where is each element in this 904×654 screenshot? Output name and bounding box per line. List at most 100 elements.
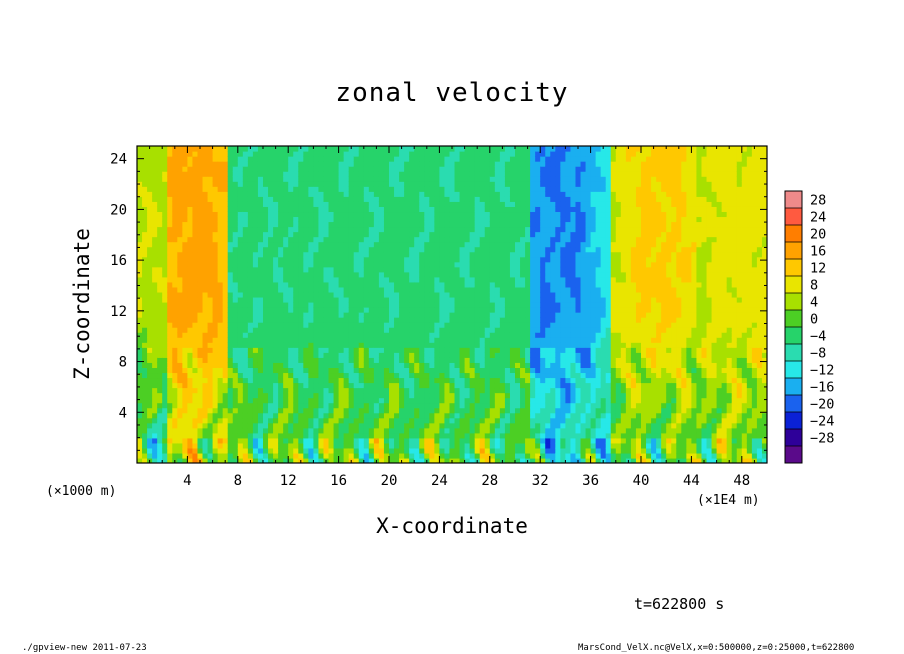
heatmap-cell: [358, 261, 365, 268]
heatmap-cell: [222, 407, 229, 414]
heatmap-cell: [489, 181, 496, 187]
heatmap-cell: [167, 452, 173, 459]
heatmap-cell: [152, 352, 158, 358]
heatmap-cell: [257, 357, 264, 363]
heatmap-cell: [489, 317, 496, 323]
heatmap-cell: [504, 161, 511, 167]
heatmap-cell: [288, 221, 294, 228]
heatmap-cell: [479, 171, 486, 177]
heatmap-cell: [419, 226, 425, 233]
heatmap-cell: [499, 357, 506, 363]
heatmap-cell: [449, 256, 456, 263]
heatmap-cell: [348, 377, 355, 384]
heatmap-cell: [333, 181, 340, 187]
heatmap-cell: [409, 332, 415, 338]
heatmap-cell: [257, 362, 264, 368]
heatmap-cell: [449, 452, 456, 459]
heatmap-cell: [394, 181, 400, 187]
heatmap-cell: [192, 266, 199, 273]
heatmap-cell: [449, 427, 456, 434]
heatmap-cell: [192, 327, 199, 333]
heatmap-cell: [338, 392, 345, 399]
heatmap-cell: [318, 362, 325, 368]
heatmap-cell: [520, 196, 526, 202]
heatmap-cell: [303, 201, 309, 207]
heatmap-cell: [484, 332, 491, 338]
heatmap-cell: [313, 427, 320, 434]
heatmap-cell: [313, 226, 320, 233]
heatmap-cell: [444, 402, 451, 409]
heatmap-cell: [535, 367, 541, 374]
heatmap-cell: [227, 417, 234, 424]
heatmap-cell: [278, 442, 284, 449]
heatmap-cell: [137, 216, 143, 223]
heatmap-cell: [504, 241, 511, 248]
heatmap-cell: [152, 216, 158, 223]
heatmap-cell: [389, 216, 395, 223]
heatmap-cell: [212, 231, 219, 238]
heatmap-cell: [318, 266, 325, 273]
heatmap-cell: [454, 457, 461, 463]
heatmap-cell: [187, 226, 194, 233]
heatmap-cell: [373, 447, 380, 454]
heatmap-cell: [383, 447, 390, 454]
heatmap-cell: [409, 327, 415, 333]
heatmap-cell: [358, 367, 365, 374]
heatmap-cell: [328, 176, 335, 182]
heatmap-cell: [283, 156, 289, 162]
heatmap-cell: [353, 392, 360, 399]
heatmap-cell: [419, 382, 425, 389]
heatmap-cell: [509, 432, 516, 439]
heatmap-cell: [449, 442, 456, 449]
heatmap-cell: [530, 352, 536, 358]
heatmap-cell: [263, 206, 269, 213]
heatmap-cell: [257, 231, 264, 238]
heatmap-cell: [499, 387, 506, 394]
heatmap-cell: [222, 397, 229, 404]
heatmap-cell: [283, 221, 289, 228]
heatmap-cell: [494, 241, 501, 248]
heatmap-cell: [353, 337, 360, 343]
heatmap-cell: [162, 146, 168, 152]
heatmap-cell: [167, 231, 173, 238]
heatmap-cell: [499, 231, 506, 238]
heatmap-cell: [207, 442, 214, 449]
heatmap-cell: [318, 347, 325, 353]
heatmap-cell: [383, 171, 390, 177]
heatmap-cell: [263, 211, 269, 218]
heatmap-cell: [459, 186, 466, 192]
heatmap-cell: [318, 352, 325, 358]
heatmap-cell: [429, 432, 435, 439]
heatmap-cell: [273, 387, 279, 394]
heatmap-cell: [454, 452, 461, 459]
heatmap-cell: [484, 196, 491, 202]
heatmap-cell: [479, 236, 486, 243]
heatmap-cell: [479, 276, 486, 283]
heatmap-cell: [293, 181, 299, 187]
heatmap-cell: [489, 442, 496, 449]
heatmap-cell: [469, 417, 476, 424]
heatmap-cell: [242, 191, 249, 197]
heatmap-cell: [454, 307, 461, 313]
heatmap-cell: [520, 171, 526, 177]
heatmap-cell: [383, 216, 390, 223]
heatmap-cell: [454, 261, 461, 268]
heatmap-cell: [399, 337, 405, 343]
heatmap-cell: [232, 332, 239, 338]
heatmap-cell: [192, 236, 199, 243]
heatmap-cell: [474, 161, 481, 167]
heatmap-cell: [152, 151, 158, 157]
heatmap-cell: [162, 407, 168, 414]
heatmap-cell: [429, 166, 435, 172]
heatmap-cell: [399, 432, 405, 439]
heatmap-cell: [207, 317, 214, 323]
heatmap-cell: [424, 286, 430, 293]
heatmap-cell: [328, 392, 335, 399]
heatmap-cell: [313, 206, 320, 213]
heatmap-cell: [167, 352, 173, 358]
heatmap-cell: [333, 251, 340, 258]
heatmap-cell: [162, 246, 168, 253]
heatmap-cell: [479, 437, 486, 444]
heatmap-cell: [383, 322, 390, 328]
heatmap-cell: [439, 392, 446, 399]
